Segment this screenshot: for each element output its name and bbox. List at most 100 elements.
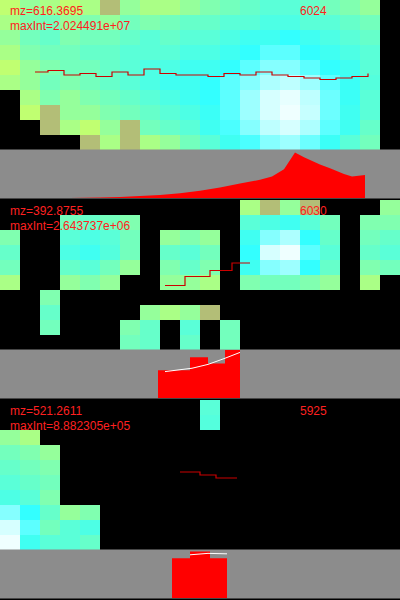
heat-cell — [60, 60, 80, 75]
heat-cell — [280, 105, 300, 120]
heat-cell — [240, 275, 260, 290]
heat-cell — [380, 260, 400, 275]
heat-cell — [100, 90, 120, 105]
heat-cell — [140, 90, 160, 105]
heat-cell — [240, 105, 260, 120]
heat-cell — [180, 30, 200, 45]
heat-cell — [140, 305, 160, 320]
heat-cell — [100, 120, 120, 135]
heat-cell — [20, 60, 40, 75]
heat-cell — [320, 60, 340, 75]
title: mz=616.3695 — [10, 4, 83, 18]
heat-cell — [0, 520, 20, 535]
heat-cell — [300, 260, 320, 275]
heat-cell — [260, 30, 280, 45]
heat-cell — [200, 0, 220, 15]
heat-cell — [360, 15, 380, 30]
heat-cell — [120, 135, 140, 150]
heat-cell — [0, 460, 20, 475]
heat-cell — [360, 245, 380, 260]
heat-cell — [380, 215, 400, 230]
heat-cell — [340, 120, 360, 135]
heat-cell — [140, 120, 160, 135]
heat-cell — [220, 45, 240, 60]
heat-cell — [40, 320, 60, 335]
heat-cell — [140, 135, 160, 150]
heat-cell — [200, 60, 220, 75]
heat-cell — [120, 335, 140, 350]
intensity-area — [172, 551, 227, 598]
heat-cell — [360, 45, 380, 60]
heat-cell — [320, 30, 340, 45]
heat-cell — [280, 75, 300, 90]
heat-cell — [20, 460, 40, 475]
heat-cell — [360, 260, 380, 275]
heat-cell — [260, 45, 280, 60]
heat-cell — [320, 260, 340, 275]
heat-cell — [0, 75, 20, 90]
heat-cell — [240, 15, 260, 30]
heat-cell — [40, 535, 60, 550]
heat-cell — [20, 75, 40, 90]
heat-cell — [140, 335, 160, 350]
heat-cell — [200, 400, 220, 415]
heat-cell — [160, 305, 180, 320]
heat-cell — [120, 260, 140, 275]
heat-cell — [320, 120, 340, 135]
heat-cell — [260, 260, 280, 275]
heat-cell — [260, 75, 280, 90]
heat-cell — [0, 475, 20, 490]
overlay-line — [180, 472, 237, 478]
heat-cell — [0, 445, 20, 460]
heat-cell — [260, 120, 280, 135]
heat-cell — [180, 60, 200, 75]
heat-cell — [0, 535, 20, 550]
heat-cell — [60, 245, 80, 260]
heat-cell — [240, 30, 260, 45]
heat-cell — [300, 275, 320, 290]
heat-cell — [240, 0, 260, 15]
heat-cell — [280, 30, 300, 45]
heat-cell — [40, 105, 60, 120]
heat-cell — [320, 105, 340, 120]
heat-cell — [200, 120, 220, 135]
heat-cell — [320, 230, 340, 245]
heat-cell — [120, 320, 140, 335]
heat-cell — [320, 45, 340, 60]
heat-cell — [280, 275, 300, 290]
heat-cell — [260, 200, 280, 215]
panel: mz=521.2611maxInt=8.882305e+055925 — [0, 400, 400, 598]
heat-cell — [280, 45, 300, 60]
heat-cell — [360, 135, 380, 150]
heat-cell — [40, 520, 60, 535]
heat-cell — [20, 520, 40, 535]
heat-cell — [340, 105, 360, 120]
heat-cell — [80, 275, 100, 290]
heat-cell — [260, 230, 280, 245]
heat-cell — [360, 30, 380, 45]
subtitle: maxInt=8.882305e+05 — [10, 419, 130, 433]
heat-cell — [280, 135, 300, 150]
heat-cell — [100, 75, 120, 90]
heat-cell — [180, 275, 200, 290]
heat-cell — [80, 60, 100, 75]
heat-cell — [100, 45, 120, 60]
heat-cell — [280, 200, 300, 215]
heat-cell — [60, 505, 80, 520]
heat-cell — [180, 90, 200, 105]
heat-cell — [280, 260, 300, 275]
heat-cell — [100, 260, 120, 275]
heat-cell — [240, 135, 260, 150]
annotation: 6024 — [300, 4, 327, 18]
chromatogram — [158, 350, 240, 398]
trend-line — [165, 352, 240, 371]
heat-cell — [20, 475, 40, 490]
heat-cell — [240, 60, 260, 75]
heat-cell — [240, 260, 260, 275]
heat-cell — [80, 260, 100, 275]
background — [0, 0, 400, 600]
heat-cell — [80, 105, 100, 120]
overlay-line — [165, 263, 250, 286]
annotation: 5925 — [300, 404, 327, 418]
heat-cell — [0, 505, 20, 520]
